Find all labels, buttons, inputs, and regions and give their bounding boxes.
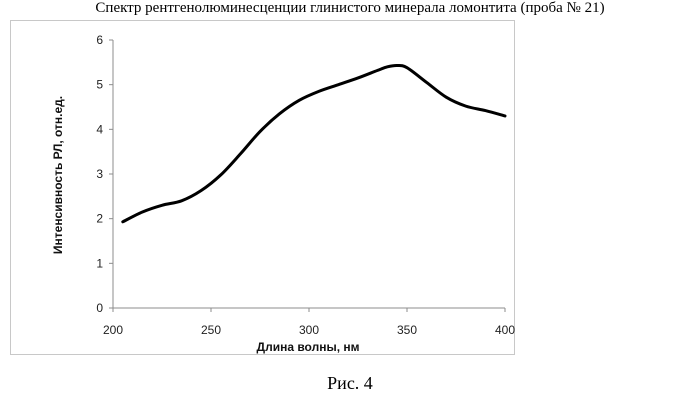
y-tick-label: 5	[96, 78, 103, 92]
figure-caption: Рис. 4	[0, 373, 700, 394]
x-axis-label: Длина волны, нм	[257, 340, 360, 354]
x-tick-label: 400	[495, 323, 515, 337]
y-tick-label: 1	[96, 256, 103, 270]
y-tick-label: 3	[96, 167, 103, 181]
y-tick-label: 0	[96, 301, 103, 315]
x-tick-label: 200	[103, 323, 123, 337]
x-tick-label: 250	[201, 323, 221, 337]
x-tick-label: 350	[397, 323, 417, 337]
y-axis-label: Интенсивность РЛ, отн.ед.	[51, 96, 65, 254]
x-tick-label: 300	[299, 323, 319, 337]
y-tick-label: 2	[96, 212, 103, 226]
axes	[109, 40, 505, 312]
y-tick-label: 6	[96, 33, 103, 47]
y-tick-label: 4	[96, 122, 103, 136]
series-line	[123, 65, 505, 221]
series-lines	[123, 65, 505, 221]
tick-labels: 0 1 2 3 4 5 6 200 250 300 350 400	[96, 33, 515, 337]
